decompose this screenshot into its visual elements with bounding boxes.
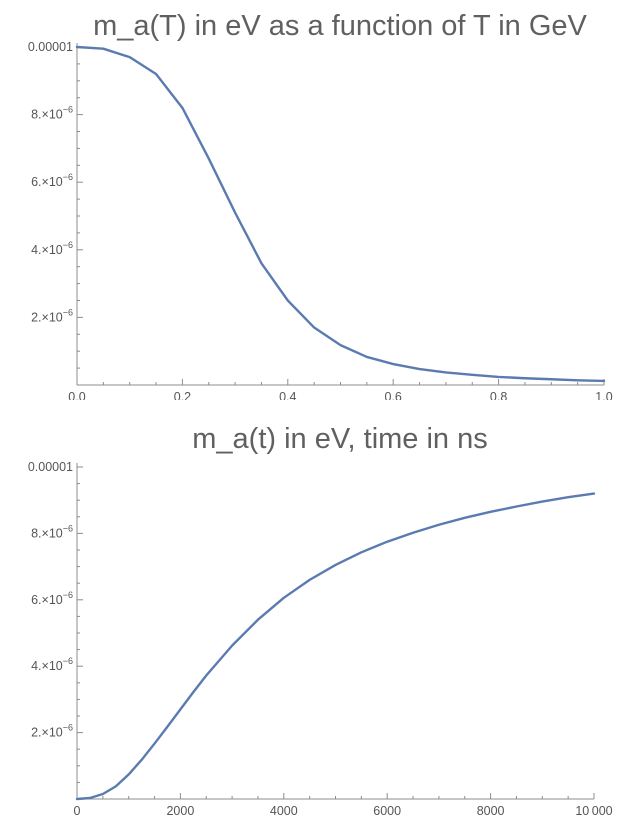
- chart-2-y-tick-label: 0.00001: [28, 460, 73, 474]
- chart-1-x-tick-label: 0.6: [385, 390, 402, 400]
- chart-2-y-tick-label: 6.×10−6: [31, 590, 73, 607]
- chart-1-series-line: [75, 45, 606, 383]
- chart-2-x-tick-label: 6000: [373, 804, 401, 818]
- chart-2: m_a(t) in eV, time in ns 0 2000 4000 6000 80…: [28, 423, 613, 818]
- chart-2-series-line: [75, 492, 596, 801]
- chart-2-y-tick-label: 4.×10−6: [31, 656, 73, 673]
- chart-1-x-tick-label: 1.0: [595, 390, 612, 400]
- chart-2-x-tick-label: 0: [74, 804, 81, 818]
- chart-1-x-tick-label: 0.8: [490, 390, 507, 400]
- chart-1-y-tick-label: 8.×10−6: [31, 105, 73, 122]
- chart-2-y-tick-label: 8.×10−6: [31, 523, 73, 540]
- chart-2-title: m_a(t) in eV, time in ns: [192, 423, 488, 455]
- chart-1-x-tick-label: 0.4: [279, 390, 296, 400]
- chart-1-x-tick-label: 0.2: [174, 390, 191, 400]
- chart-1-y-tick-label: 2.×10−6: [31, 307, 73, 324]
- chart-2-y-tick-label: 2.×10−6: [31, 723, 73, 740]
- chart-1-x-tick-label: 0.0: [68, 390, 85, 400]
- chart-panel-2: m_a(t) in eV, time in ns 0 2000 4000 6000 80…: [0, 410, 618, 819]
- chart-2-x-tick-label: 8000: [477, 804, 505, 818]
- chart-1-title: m_a(T) in eV as a function of T in GeV: [93, 10, 587, 42]
- chart-2-x-tick-label: 4000: [270, 804, 298, 818]
- chart-1-y-tick-label: 0.00001: [28, 40, 73, 54]
- chart-1-y-tick-label: 6.×10−6: [31, 172, 73, 189]
- chart-1-y-tick-label: 4.×10−6: [31, 240, 73, 257]
- chart-1: m_a(T) in eV as a function of T in GeV 0…: [28, 10, 613, 400]
- chart-2-x-tick-label: 10 000: [575, 804, 612, 818]
- chart-panel-1: m_a(T) in eV as a function of T in GeV 0…: [0, 0, 618, 400]
- chart-2-x-tick-label: 2000: [166, 804, 194, 818]
